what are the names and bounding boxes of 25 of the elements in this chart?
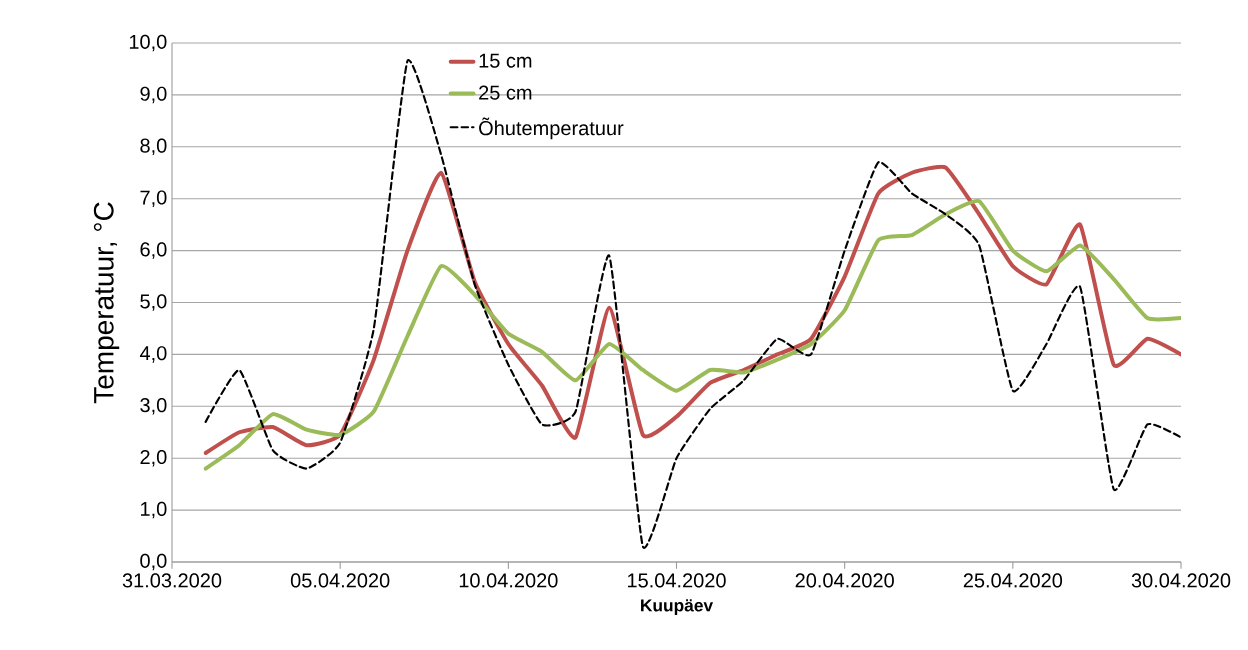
- x-axis-title: Kuupäev: [641, 599, 714, 615]
- y-tick-label: 0,0: [140, 553, 167, 571]
- line-series: [203, 199, 1182, 471]
- x-tick-label: 20.04.2020: [795, 573, 894, 588]
- x-tick-label: 05.04.2020: [290, 573, 390, 588]
- y-tick-label: 1,0: [141, 501, 167, 519]
- x-tick-label: 30.04.2020: [1131, 573, 1231, 588]
- x-tick-label: 15.04.2020: [627, 573, 726, 588]
- y-tick-label: 3,0: [140, 398, 167, 415]
- y-tick-label: 2,0: [140, 449, 167, 467]
- legend-label: 25 cm: [479, 85, 532, 100]
- x-tick-label: 10.04.2020: [459, 573, 558, 588]
- y-tick-label: 4,0: [139, 346, 167, 363]
- y-tick-label: 6,0: [140, 242, 167, 259]
- y-tick-label: 8,0: [140, 138, 167, 156]
- legend-label: Õhutemperatuur: [479, 117, 624, 140]
- x-tick-label: 31.03.2020: [122, 573, 222, 588]
- legend-label: 15 cm: [479, 53, 532, 68]
- y-tick-label: 5,0: [140, 294, 167, 311]
- y-tick-label: 7,0: [140, 190, 167, 207]
- y-axis-title: Temperatuur, °C: [93, 202, 120, 404]
- y-tick-label: 10,0: [129, 34, 167, 52]
- x-tick-label: 25.04.2020: [963, 573, 1063, 588]
- y-tick-label: 9,0: [140, 86, 167, 104]
- line-series: [203, 164, 1182, 456]
